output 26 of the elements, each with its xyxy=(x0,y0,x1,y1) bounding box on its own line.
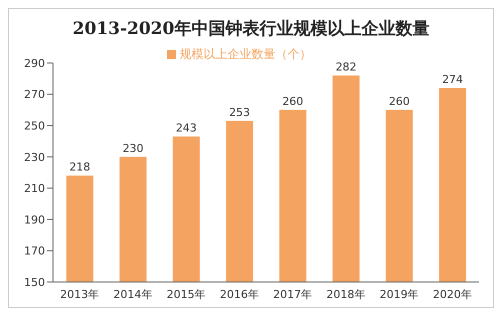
data-label: 243 xyxy=(176,122,197,135)
y-tick-label: 150 xyxy=(24,276,45,289)
x-tick-label: 2016年 xyxy=(220,288,259,301)
data-label: 218 xyxy=(69,160,90,174)
chart-title: 2013-2020年中国钟表行业规模以上企业数量 xyxy=(72,18,430,40)
legend-label: 规模以上企业数量（个） xyxy=(180,47,312,61)
x-tick-label: 2018年 xyxy=(326,288,366,301)
x-tick-label: 2019年 xyxy=(380,288,419,301)
y-tick-label: 290 xyxy=(24,56,45,70)
data-label: 274 xyxy=(442,73,464,86)
x-tick-label: 2020年 xyxy=(432,288,472,301)
data-label: 260 xyxy=(282,94,304,108)
x-tick-label: 2013年 xyxy=(60,288,100,301)
y-tick-label: 190 xyxy=(24,213,45,226)
y-tick-label: 230 xyxy=(24,150,45,164)
data-label: 253 xyxy=(229,106,250,119)
x-tick-label: 2014年 xyxy=(113,288,152,301)
x-tick-label: 2017年 xyxy=(273,288,312,301)
data-label: 282 xyxy=(336,60,357,74)
y-tick-label: 270 xyxy=(24,88,45,102)
y-tick-label: 250 xyxy=(24,119,45,132)
data-label: 260 xyxy=(388,94,410,108)
data-label: 230 xyxy=(122,142,144,155)
y-tick-label: 170 xyxy=(24,244,45,258)
x-tick-label: 2015年 xyxy=(166,288,206,301)
y-tick-label: 210 xyxy=(24,182,45,196)
